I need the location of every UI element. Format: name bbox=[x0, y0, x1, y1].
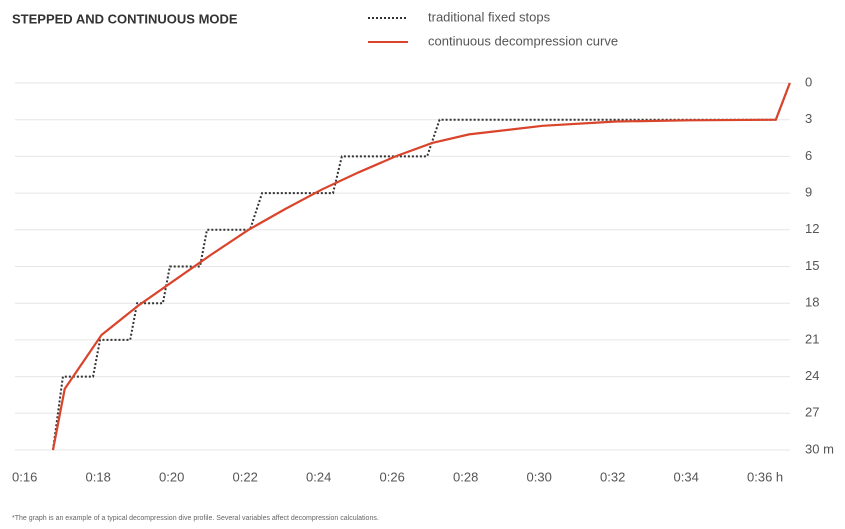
series-line bbox=[51, 82, 791, 451]
x-tick-label: 0:16 bbox=[12, 469, 37, 484]
y-tick-label: 18 bbox=[805, 295, 819, 310]
x-tick-label: 0:32 bbox=[600, 469, 625, 484]
y-tick-label: 9 bbox=[805, 185, 812, 200]
x-tick-label: 0:26 bbox=[380, 469, 405, 484]
y-tick-label: 27 bbox=[805, 405, 819, 420]
x-tick-label: 0:22 bbox=[233, 469, 258, 484]
legend-label: traditional fixed stops bbox=[428, 9, 551, 24]
x-tick-label: 0:36 h bbox=[747, 469, 783, 484]
y-tick-label: 3 bbox=[805, 111, 812, 126]
x-tick-label: 0:24 bbox=[306, 469, 331, 484]
legend-label: continuous decompression curve bbox=[428, 33, 618, 48]
x-tick-label: 0:30 bbox=[527, 469, 552, 484]
y-tick-label: 15 bbox=[805, 258, 819, 273]
x-tick-label: 0:20 bbox=[159, 469, 184, 484]
y-tick-label: 6 bbox=[805, 148, 812, 163]
x-tick-label: 0:34 bbox=[674, 469, 699, 484]
y-tick-label: 21 bbox=[805, 331, 819, 346]
y-tick-label: 0 bbox=[805, 74, 812, 89]
x-tick-label: 0:28 bbox=[453, 469, 478, 484]
x-tick-label: 0:18 bbox=[86, 469, 111, 484]
series-line bbox=[51, 82, 791, 451]
y-tick-label: 24 bbox=[805, 368, 819, 383]
footnote: *The graph is an example of a typical de… bbox=[12, 515, 379, 522]
y-tick-label: 30 m bbox=[805, 441, 834, 456]
y-tick-label: 12 bbox=[805, 221, 819, 236]
chart-title: STEPPED AND CONTINUOUS MODE bbox=[12, 11, 238, 26]
